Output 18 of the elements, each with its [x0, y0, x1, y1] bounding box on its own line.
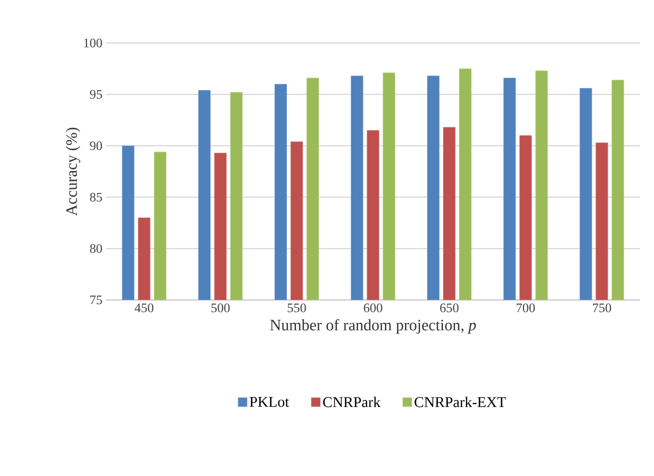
- x-tick-label: 750: [593, 304, 612, 312]
- legend-label: CNRPark-EXT: [414, 396, 506, 408]
- y-tick-label: 85: [90, 192, 102, 202]
- y-tick-label: 75: [90, 296, 102, 304]
- y-tick-label: 100: [84, 38, 102, 48]
- x-axis-title: Number of random projection, p: [270, 319, 476, 334]
- y-tick-label: 95: [90, 90, 102, 99]
- legend-label: PKLot: [250, 396, 290, 407]
- y-tick-label: 80: [90, 244, 102, 253]
- x-tick-label: 600: [364, 304, 382, 312]
- x-tick-label: 700: [516, 304, 535, 312]
- x-tick-label: 650: [440, 304, 459, 312]
- legend-label: CNRPark: [323, 396, 381, 408]
- y-tick-label: 90: [90, 141, 102, 150]
- x-tick-label: 550: [288, 304, 306, 312]
- y-axis-title: Accuracy (%): [66, 128, 80, 216]
- x-tick-label: 500: [211, 304, 230, 312]
- x-tick-label: 450: [134, 304, 154, 312]
